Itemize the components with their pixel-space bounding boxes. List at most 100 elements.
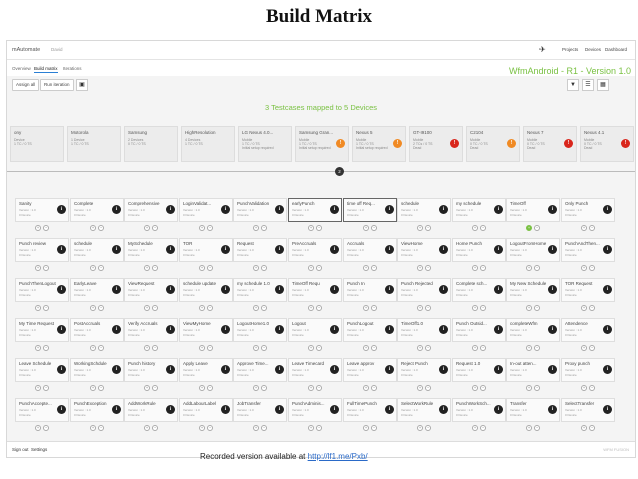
info-icon[interactable]: i bbox=[166, 405, 175, 414]
remove-device-icon[interactable]: − bbox=[425, 225, 431, 231]
add-device-icon[interactable]: + bbox=[90, 225, 96, 231]
info-icon[interactable]: i bbox=[166, 325, 175, 334]
add-device-icon[interactable]: + bbox=[581, 345, 587, 351]
remove-device-icon[interactable]: − bbox=[371, 305, 377, 311]
testcase-card[interactable]: TimeOff Requ Version : 1.0 0 Device i bbox=[288, 278, 342, 302]
remove-device-icon[interactable]: − bbox=[316, 225, 322, 231]
remove-device-icon[interactable]: − bbox=[480, 385, 486, 391]
info-icon[interactable]: i bbox=[112, 285, 121, 294]
info-icon[interactable]: i bbox=[385, 205, 394, 214]
add-device-icon[interactable]: + bbox=[417, 425, 423, 431]
device-alert-icon[interactable]: ! bbox=[336, 139, 345, 148]
add-device-icon[interactable]: + bbox=[581, 265, 587, 271]
add-device-icon[interactable]: + bbox=[199, 345, 205, 351]
remove-device-icon[interactable]: − bbox=[207, 225, 213, 231]
info-icon[interactable]: i bbox=[221, 365, 230, 374]
add-device-icon[interactable]: + bbox=[253, 345, 259, 351]
testcase-card[interactable]: time off Req... Version : 1.0 0 Device i bbox=[343, 198, 397, 222]
remove-device-icon[interactable]: − bbox=[316, 305, 322, 311]
add-device-icon[interactable]: + bbox=[526, 385, 532, 391]
testcase-card[interactable]: Leave approv Version : 1.0 0 Device i bbox=[343, 358, 397, 382]
info-icon[interactable]: i bbox=[57, 405, 66, 414]
grid-view-icon[interactable]: ▦ bbox=[597, 79, 609, 91]
lock-icon[interactable]: ▣ bbox=[76, 79, 88, 91]
testcase-card[interactable]: SelectWorkRule Version : 1.0 0 Device i bbox=[397, 398, 451, 422]
remove-device-icon[interactable]: − bbox=[43, 225, 49, 231]
info-icon[interactable]: i bbox=[221, 245, 230, 254]
info-icon[interactable]: i bbox=[494, 405, 503, 414]
info-icon[interactable]: i bbox=[548, 285, 557, 294]
testcase-card[interactable]: TOR Request Version : 1.0 0 Device i bbox=[561, 278, 615, 302]
testcase-card[interactable]: JobTransfer Version : 1.0 0 Device i bbox=[233, 398, 287, 422]
device-card[interactable]: Nexus 5 Mobile 1 TC / 0 TS Initial setup … bbox=[352, 126, 406, 162]
remove-device-icon[interactable]: − bbox=[152, 425, 158, 431]
testcase-card[interactable]: MySchedule Version : 1.0 0 Device i bbox=[124, 238, 178, 262]
device-alert-icon[interactable]: ! bbox=[507, 139, 516, 148]
settings-link[interactable]: Settings bbox=[31, 447, 48, 452]
info-icon[interactable]: i bbox=[166, 365, 175, 374]
info-icon[interactable]: i bbox=[166, 245, 175, 254]
info-icon[interactable]: i bbox=[603, 205, 612, 214]
testcase-card[interactable]: Accruals Version : 1.0 0 Device i bbox=[343, 238, 397, 262]
info-icon[interactable]: i bbox=[57, 245, 66, 254]
device-card[interactable]: Nexus 4.1 Mobile 0 TC / 0 TS Dead! bbox=[580, 126, 634, 162]
add-device-icon[interactable]: + bbox=[308, 345, 314, 351]
testcase-card[interactable]: WorkingSchdule Version : 1.0 0 Device i bbox=[70, 358, 124, 382]
remove-device-icon[interactable]: − bbox=[589, 265, 595, 271]
testcase-card[interactable]: completeWfm Version : 1.0 0 Device i bbox=[506, 318, 560, 342]
device-card[interactable]: LG Nexus 4.0... Mobile 1 TC / 0 TS Initia… bbox=[238, 126, 292, 162]
testcase-card[interactable]: Sanity Version : 1.0 0 Device i bbox=[15, 198, 69, 222]
testcase-card[interactable]: Home Punch Version : 1.0 0 Device i bbox=[452, 238, 506, 262]
info-icon[interactable]: i bbox=[112, 245, 121, 254]
remove-device-icon[interactable]: − bbox=[261, 425, 267, 431]
info-icon[interactable]: i bbox=[439, 285, 448, 294]
info-icon[interactable]: i bbox=[494, 285, 503, 294]
add-device-icon[interactable]: + bbox=[363, 385, 369, 391]
add-device-icon[interactable]: + bbox=[199, 265, 205, 271]
remove-device-icon[interactable]: − bbox=[371, 265, 377, 271]
remove-device-icon[interactable]: − bbox=[98, 265, 104, 271]
testcase-card[interactable]: ViewMyHome Version : 1.0 0 Device i bbox=[179, 318, 233, 342]
add-device-icon[interactable]: + bbox=[199, 305, 205, 311]
testcase-card[interactable]: TimeOff1.0 Version : 1.0 0 Device i bbox=[397, 318, 451, 342]
remove-device-icon[interactable]: − bbox=[425, 305, 431, 311]
remove-device-icon[interactable]: − bbox=[589, 385, 595, 391]
remove-device-icon[interactable]: − bbox=[534, 225, 540, 231]
testcase-card[interactable]: Leave Timecard Version : 1.0 0 Device i bbox=[288, 358, 342, 382]
info-icon[interactable]: i bbox=[603, 365, 612, 374]
add-device-icon[interactable]: + bbox=[308, 265, 314, 271]
remove-device-icon[interactable]: − bbox=[425, 385, 431, 391]
device-card[interactable]: HighResolution 4 Devices 1 TC / 0 TS bbox=[181, 126, 235, 162]
add-device-icon[interactable]: + bbox=[144, 385, 150, 391]
remove-device-icon[interactable]: − bbox=[316, 385, 322, 391]
testcase-card[interactable]: schedule update Version : 1.0 0 Device i bbox=[179, 278, 233, 302]
info-icon[interactable]: i bbox=[385, 285, 394, 294]
remove-device-icon[interactable]: − bbox=[261, 385, 267, 391]
remove-device-icon[interactable]: − bbox=[207, 385, 213, 391]
info-icon[interactable]: i bbox=[221, 405, 230, 414]
info-icon[interactable]: i bbox=[603, 245, 612, 254]
info-icon[interactable]: i bbox=[221, 325, 230, 334]
device-card[interactable]: C2104 Mobile 0 TC / 0 TS Dead! bbox=[466, 126, 520, 162]
add-device-icon[interactable]: + bbox=[144, 305, 150, 311]
testcase-card[interactable]: Request Version : 1.0 0 Device i bbox=[233, 238, 287, 262]
testcase-card[interactable]: Request 1.0 Version : 1.0 0 Device i bbox=[452, 358, 506, 382]
add-device-icon[interactable]: + bbox=[472, 385, 478, 391]
remove-device-icon[interactable]: − bbox=[589, 425, 595, 431]
add-device-icon[interactable]: + bbox=[417, 265, 423, 271]
remove-device-icon[interactable]: − bbox=[534, 305, 540, 311]
add-device-icon[interactable]: + bbox=[363, 225, 369, 231]
testcase-card[interactable]: PostAccruals Version : 1.0 0 Device i bbox=[70, 318, 124, 342]
info-icon[interactable]: i bbox=[603, 285, 612, 294]
sign-out-link[interactable]: Sign out bbox=[12, 447, 29, 452]
info-icon[interactable]: i bbox=[548, 325, 557, 334]
info-icon[interactable]: i bbox=[112, 405, 121, 414]
info-icon[interactable]: i bbox=[330, 325, 339, 334]
add-device-icon[interactable]: + bbox=[472, 345, 478, 351]
info-icon[interactable]: i bbox=[166, 205, 175, 214]
remove-device-icon[interactable]: − bbox=[534, 345, 540, 351]
info-icon[interactable]: i bbox=[548, 365, 557, 374]
testcase-card[interactable]: Transfer Version : 1.0 0 Device i bbox=[506, 398, 560, 422]
add-device-icon[interactable]: + bbox=[144, 265, 150, 271]
testcase-card[interactable]: Reject Punch Version : 1.0 0 Device i bbox=[397, 358, 451, 382]
